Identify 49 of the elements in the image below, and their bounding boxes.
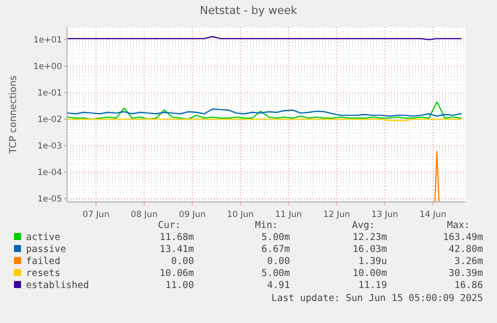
x-tick-label: 07 Jun <box>82 210 110 220</box>
y-axis-title: TCP connections <box>8 75 19 154</box>
text: 42.80m <box>448 244 484 255</box>
y-tick-label: 1e+00 <box>33 62 62 72</box>
text: 0.00 <box>171 256 194 267</box>
x-tick-label: 09 Jun <box>178 210 206 220</box>
text: 11.68m <box>160 232 194 243</box>
y-tick-label: 1e-04 <box>37 168 62 178</box>
x-tick-label: 12 Jun <box>323 210 350 220</box>
x-tick-label: 08 Jun <box>130 210 158 220</box>
y-tick-label: 1e-02 <box>37 115 62 126</box>
y-tick-label: 1e+01 <box>33 36 62 46</box>
text: Last update: Sun Jun 15 05:00:09 2025 <box>271 293 483 304</box>
text: Min: <box>255 220 278 231</box>
text: 5.00m <box>261 232 290 243</box>
legend-label: established <box>26 280 89 291</box>
text: 10.06m <box>160 268 194 279</box>
legend-label: resets <box>26 268 60 279</box>
text: 3.26m <box>454 256 484 267</box>
text: 0.00 <box>267 256 290 267</box>
text: 30.39m <box>448 268 484 279</box>
text: 10.00m <box>352 268 388 279</box>
text: Max: <box>447 220 470 231</box>
y-tick-label: 1e-03 <box>37 142 62 152</box>
legend-label: passive <box>26 244 66 255</box>
text: Avg: <box>352 220 375 231</box>
x-tick-label: 11 Jun <box>275 210 302 220</box>
line-series <box>67 101 462 120</box>
legend-label: active <box>26 232 61 243</box>
y-tick-label: 1e-05 <box>37 194 62 205</box>
legend-label: failed <box>26 256 60 267</box>
text: 6.67m <box>261 244 290 255</box>
text: 11.19 <box>358 280 388 291</box>
text: 12.23m <box>352 232 388 243</box>
text: Cur: <box>158 220 181 231</box>
line-series <box>67 108 462 117</box>
text: 11.00 <box>165 280 194 291</box>
text: 5.00m <box>261 268 290 279</box>
chart-title: Netstat - by week <box>200 4 298 17</box>
x-tick-label: 10 Jun <box>227 210 254 220</box>
text: 16.86 <box>454 280 484 291</box>
text: 163.49m <box>442 232 484 243</box>
y-tick-label: 1e-01 <box>37 88 62 99</box>
x-tick-label: 14 Jun <box>420 210 446 220</box>
x-tick-label: 13 Jun <box>371 210 398 220</box>
text: 13.41m <box>160 244 194 255</box>
text: 1.39u <box>358 256 387 267</box>
text: 4.91 <box>267 280 290 291</box>
text: 16.03m <box>352 244 388 255</box>
